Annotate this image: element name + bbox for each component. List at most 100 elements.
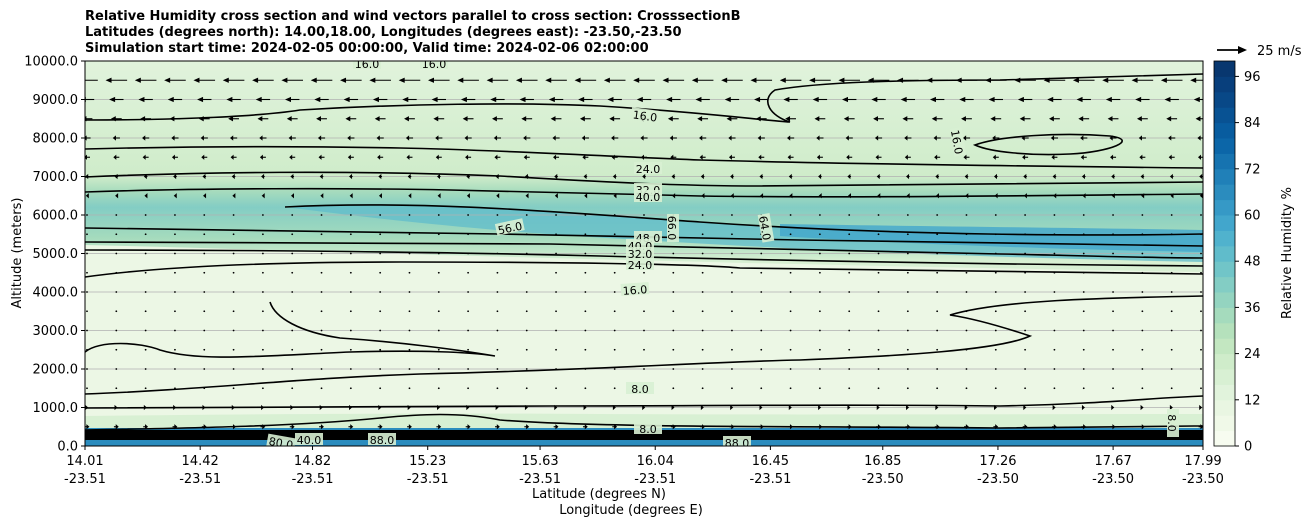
wind-vector-13-37 xyxy=(1170,329,1173,332)
wind-vector-11-6 xyxy=(261,291,264,293)
wind-vector-11-29 xyxy=(936,291,939,293)
wind-vector-15-35 xyxy=(1112,368,1114,370)
wind-vector-12-9 xyxy=(349,310,352,313)
wind-vector-2-12 xyxy=(433,116,445,122)
wind-vector-17-36 xyxy=(1140,404,1144,411)
wind-vector-15-27 xyxy=(877,368,880,370)
wind-vector-0-11 xyxy=(398,77,421,83)
wind-vector-9-5 xyxy=(232,252,235,255)
contour-label-18: 40.0 xyxy=(295,433,323,447)
wind-vector-7-4 xyxy=(203,214,206,216)
wind-vector-13-38 xyxy=(1200,329,1202,332)
wind-vector-11-26 xyxy=(848,291,851,293)
wind-vector-8-28 xyxy=(906,233,909,236)
wind-vector-4-11 xyxy=(406,154,413,160)
wind-vector-10-26 xyxy=(848,271,851,274)
wind-vector-6-29 xyxy=(935,193,939,199)
wind-vector-12-22 xyxy=(731,310,733,313)
wind-vector-0-17 xyxy=(574,77,597,83)
contour-line-32-lower xyxy=(85,249,1203,267)
wind-vector-12-18 xyxy=(613,310,616,313)
wind-vector-9-0 xyxy=(86,252,88,255)
wind-vector-0-33 xyxy=(1043,77,1066,83)
wind-vector-4-33 xyxy=(1051,154,1058,160)
wind-vector-15-36 xyxy=(1141,368,1144,370)
wind-vector-0-12 xyxy=(427,77,450,83)
wind-vector-2-21 xyxy=(697,116,709,122)
wind-vector-18-31 xyxy=(993,424,999,430)
wind-vector-3-8 xyxy=(317,135,326,141)
wind-vector-8-30 xyxy=(965,233,968,236)
wind-vector-8-34 xyxy=(1082,233,1085,236)
wind-vector-3-33 xyxy=(1050,135,1059,141)
wind-vector-1-25 xyxy=(812,96,828,103)
wind-vector-18-12 xyxy=(436,424,442,430)
wind-vector-18-15 xyxy=(524,424,530,430)
wind-vector-11-31 xyxy=(994,291,997,293)
wind-vector-8-25 xyxy=(818,233,821,236)
wind-vector-6-15 xyxy=(525,193,529,199)
wind-vector-15-28 xyxy=(906,368,909,370)
wind-vector-4-15 xyxy=(523,154,530,160)
x-tick-lat-0: 14.01 xyxy=(66,454,103,469)
wind-vector-2-38 xyxy=(1195,116,1203,122)
colorbar-segment-21 xyxy=(1214,107,1235,124)
wind-vector-17-6 xyxy=(261,404,265,411)
wind-vector-7-12 xyxy=(437,214,440,216)
wind-vector-18-8 xyxy=(319,424,324,430)
wind-vector-18-23 xyxy=(758,424,764,430)
wind-vector-0-22 xyxy=(721,77,743,83)
wind-vector-15-9 xyxy=(349,368,352,370)
wind-vector-3-11 xyxy=(405,135,414,141)
wind-vector-12-34 xyxy=(1082,310,1085,313)
contour-label-15: 8.0 xyxy=(626,382,654,396)
wind-vector-11-25 xyxy=(818,291,821,293)
wind-vector-4-6 xyxy=(259,154,266,160)
wind-vector-15-20 xyxy=(672,368,675,370)
wind-vector-6-34 xyxy=(1082,193,1086,199)
wind-vector-8-2 xyxy=(144,233,147,236)
wind-vector-7-15 xyxy=(525,214,528,216)
wind-vector-3-37 xyxy=(1168,135,1176,141)
wind-vector-18-5 xyxy=(231,424,236,430)
wind-vector-4-26 xyxy=(846,154,853,160)
wind-vector-2-23 xyxy=(755,116,767,122)
wind-vector-6-16 xyxy=(554,193,558,199)
wind-vector-17-21 xyxy=(700,404,704,411)
wind-vector-6-4 xyxy=(203,193,207,199)
wind-vector-0-3 xyxy=(164,77,186,83)
wind-vector-9-33 xyxy=(1053,252,1056,255)
wind-vector-1-16 xyxy=(548,96,564,103)
wind-vector-18-2 xyxy=(143,424,149,430)
wind-vector-13-36 xyxy=(1141,329,1144,332)
wind-vector-11-12 xyxy=(437,291,440,293)
wind-vector-7-32 xyxy=(1024,214,1027,216)
wind-vector-1-2 xyxy=(138,96,153,103)
wind-vector-18-9 xyxy=(348,424,354,430)
wind-vector-9-1 xyxy=(115,252,118,255)
wind-vector-2-4 xyxy=(198,116,210,122)
wind-vector-4-18 xyxy=(611,154,618,160)
contour-line-16-lower xyxy=(85,295,1203,395)
wind-vector-9-37 xyxy=(1170,252,1173,255)
wind-vector-0-15 xyxy=(515,77,538,83)
wind-vector-14-16 xyxy=(555,348,557,351)
wind-vector-15-15 xyxy=(525,368,528,370)
wind-vector-1-27 xyxy=(871,96,886,103)
wind-vector-14-10 xyxy=(379,348,382,351)
y-tick-label-3: 3000.0 xyxy=(33,324,79,339)
wind-vector-14-13 xyxy=(467,348,470,351)
wind-vector-13-32 xyxy=(1024,329,1027,332)
wind-vector-17-28 xyxy=(906,404,910,411)
wind-vector-3-36 xyxy=(1138,135,1146,141)
wind-vector-1-5 xyxy=(226,96,241,103)
wind-vector-1-37 xyxy=(1164,96,1179,103)
wind-vector-6-2 xyxy=(144,193,148,199)
wind-vector-12-29 xyxy=(936,310,939,313)
wind-vector-0-25 xyxy=(809,77,831,83)
wind-vector-6-18 xyxy=(613,193,617,199)
wind-vector-15-32 xyxy=(1024,368,1027,370)
colorbar-tick-label-0: 0 xyxy=(1244,440,1252,455)
svg-text:40.0: 40.0 xyxy=(297,434,322,447)
